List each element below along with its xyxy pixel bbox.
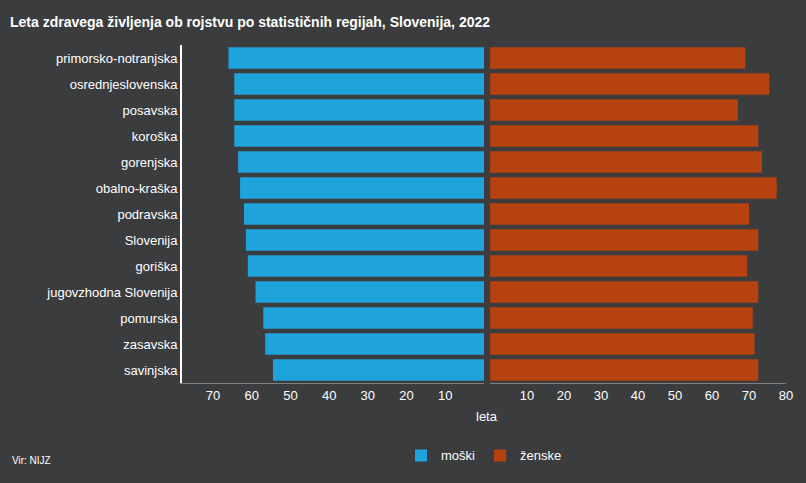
svg-text:40: 40 bbox=[631, 388, 645, 403]
svg-text:ženske: ženske bbox=[520, 448, 561, 463]
svg-text:80: 80 bbox=[779, 388, 793, 403]
svg-text:obalno-kraška: obalno-kraška bbox=[96, 181, 178, 196]
svg-text:70: 70 bbox=[206, 388, 220, 403]
svg-text:leta: leta bbox=[476, 409, 498, 424]
svg-text:50: 50 bbox=[668, 388, 682, 403]
svg-text:Slovenija: Slovenija bbox=[125, 233, 179, 248]
svg-text:30: 30 bbox=[361, 388, 375, 403]
svg-text:gorenjska: gorenjska bbox=[121, 155, 178, 170]
svg-text:20: 20 bbox=[557, 388, 571, 403]
svg-text:Leta zdravega življenja ob roj: Leta zdravega življenja ob rojstvu po st… bbox=[10, 14, 490, 30]
svg-text:20: 20 bbox=[399, 388, 413, 403]
svg-text:posavska: posavska bbox=[122, 103, 178, 118]
svg-text:pomurska: pomurska bbox=[120, 311, 178, 326]
svg-text:primorsko-notranjska: primorsko-notranjska bbox=[56, 51, 178, 66]
svg-text:Vir: NIJZ: Vir: NIJZ bbox=[12, 455, 51, 466]
svg-text:60: 60 bbox=[244, 388, 258, 403]
svg-text:jugovzhodna Slovenija: jugovzhodna Slovenija bbox=[46, 285, 178, 300]
svg-text:10: 10 bbox=[520, 388, 534, 403]
svg-text:60: 60 bbox=[705, 388, 719, 403]
svg-text:zasavska: zasavska bbox=[123, 337, 178, 352]
svg-text:10: 10 bbox=[438, 388, 452, 403]
svg-text:osrednjeslovenska: osrednjeslovenska bbox=[70, 77, 178, 92]
svg-text:koroška: koroška bbox=[132, 129, 178, 144]
svg-text:moški: moški bbox=[441, 448, 475, 463]
svg-text:savinjska: savinjska bbox=[124, 363, 178, 378]
svg-text:50: 50 bbox=[283, 388, 297, 403]
svg-text:podravska: podravska bbox=[117, 207, 178, 222]
svg-text:goriška: goriška bbox=[135, 259, 178, 274]
svg-text:40: 40 bbox=[322, 388, 336, 403]
svg-text:30: 30 bbox=[594, 388, 608, 403]
svg-text:70: 70 bbox=[742, 388, 756, 403]
